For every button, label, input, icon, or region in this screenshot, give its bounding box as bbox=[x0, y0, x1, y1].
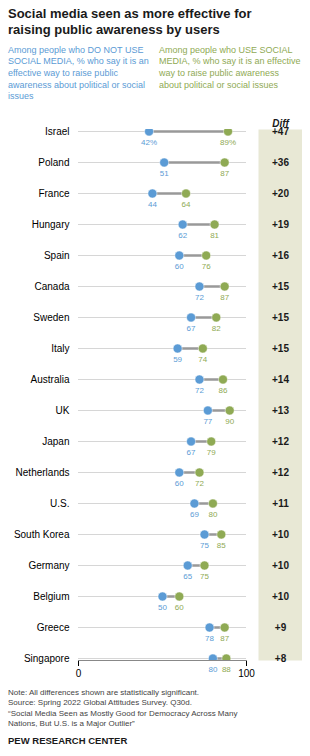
svg-text:74: 74 bbox=[198, 355, 207, 364]
svg-text:Belgium: Belgium bbox=[33, 591, 69, 602]
html-text:Social media seen as more effe: Social media seen as more effective for … bbox=[8, 6, 252, 38]
svg-text:100: 100 bbox=[238, 668, 255, 679]
svg-text:Greece: Greece bbox=[37, 622, 70, 633]
svg-text:50: 50 bbox=[158, 603, 167, 612]
svg-text:+10: +10 bbox=[272, 529, 289, 540]
svg-text:Canada: Canada bbox=[34, 281, 69, 292]
svg-text:+11: +11 bbox=[272, 498, 289, 509]
svg-text:+9: +9 bbox=[275, 622, 287, 633]
svg-text:+12: +12 bbox=[272, 467, 289, 478]
svg-text:44: 44 bbox=[148, 200, 157, 209]
svg-text:51: 51 bbox=[160, 169, 169, 178]
svg-text:60: 60 bbox=[175, 262, 184, 271]
svg-text:79: 79 bbox=[207, 448, 216, 457]
svg-text:65: 65 bbox=[183, 572, 192, 581]
svg-text:72: 72 bbox=[195, 386, 204, 395]
svg-text:+12: +12 bbox=[272, 436, 289, 447]
svg-text:+47: +47 bbox=[272, 126, 289, 137]
svg-text:Diff: Diff bbox=[272, 117, 289, 129]
svg-text:82: 82 bbox=[212, 324, 221, 333]
svg-text:+16: +16 bbox=[272, 250, 289, 261]
svg-text:78: 78 bbox=[205, 634, 214, 643]
svg-text:Sweden: Sweden bbox=[33, 312, 69, 323]
svg-text:UK: UK bbox=[56, 405, 70, 416]
svg-text:+15: +15 bbox=[272, 312, 289, 323]
svg-text:90: 90 bbox=[225, 417, 234, 426]
svg-text:42%: 42% bbox=[141, 138, 157, 147]
svg-text:+14: +14 bbox=[272, 374, 289, 385]
svg-text:+36: +36 bbox=[272, 157, 289, 168]
html-text:Note: All differences shown ar: Note: All differences shown are statisti… bbox=[8, 687, 238, 729]
svg-text:Japan: Japan bbox=[42, 436, 69, 447]
svg-text:Poland: Poland bbox=[38, 157, 69, 168]
svg-text:87: 87 bbox=[220, 293, 229, 302]
svg-text:77: 77 bbox=[203, 417, 212, 426]
svg-text:87: 87 bbox=[220, 634, 229, 643]
html-text:PEW RESEARCH CENTER: PEW RESEARCH CENTER bbox=[8, 734, 128, 746]
svg-text:Israel: Israel bbox=[45, 126, 69, 137]
svg-text:Hungary: Hungary bbox=[32, 219, 70, 230]
svg-text:62: 62 bbox=[178, 231, 187, 240]
svg-text:+20: +20 bbox=[272, 188, 289, 199]
svg-text:France: France bbox=[38, 188, 70, 199]
svg-text:Singapore: Singapore bbox=[24, 653, 70, 664]
svg-text:87: 87 bbox=[220, 169, 229, 178]
svg-text:76: 76 bbox=[202, 262, 211, 271]
svg-text:+15: +15 bbox=[272, 281, 289, 292]
svg-text:Netherlands: Netherlands bbox=[16, 467, 70, 478]
svg-text:+10: +10 bbox=[272, 560, 289, 571]
svg-text:88: 88 bbox=[222, 665, 231, 674]
svg-text:81: 81 bbox=[210, 231, 219, 240]
svg-text:60: 60 bbox=[175, 603, 184, 612]
svg-text:69: 69 bbox=[190, 510, 199, 519]
svg-text:+13: +13 bbox=[272, 405, 289, 416]
svg-text:+15: +15 bbox=[272, 343, 289, 354]
svg-text:67: 67 bbox=[187, 448, 196, 457]
svg-text:U.S.: U.S. bbox=[50, 498, 69, 509]
svg-text:+10: +10 bbox=[272, 591, 289, 602]
svg-text:60: 60 bbox=[175, 479, 184, 488]
svg-text:72: 72 bbox=[195, 293, 204, 302]
svg-text:Germany: Germany bbox=[28, 560, 69, 571]
svg-text:86: 86 bbox=[219, 386, 228, 395]
svg-text:Spain: Spain bbox=[44, 250, 70, 261]
svg-text:85: 85 bbox=[217, 541, 226, 550]
html-text:Among people who USE SOCIAL ME: Among people who USE SOCIAL MEDIA, % who… bbox=[159, 44, 301, 90]
svg-text:72: 72 bbox=[195, 479, 204, 488]
svg-text:75: 75 bbox=[200, 541, 209, 550]
svg-text:59: 59 bbox=[173, 355, 182, 364]
svg-text:80: 80 bbox=[208, 510, 217, 519]
svg-text:South Korea: South Korea bbox=[14, 529, 70, 540]
svg-text:89%: 89% bbox=[220, 138, 236, 147]
svg-text:Italy: Italy bbox=[51, 343, 69, 354]
svg-text:75: 75 bbox=[200, 572, 209, 581]
svg-text:+8: +8 bbox=[275, 653, 287, 664]
html-text:Among people who DO NOT USE SO: Among people who DO NOT USE SOCIAL MEDIA… bbox=[8, 44, 149, 102]
svg-text:64: 64 bbox=[182, 200, 191, 209]
svg-text:Australia: Australia bbox=[31, 374, 70, 385]
svg-text:67: 67 bbox=[187, 324, 196, 333]
svg-text:0: 0 bbox=[76, 668, 82, 679]
svg-text:+19: +19 bbox=[272, 219, 289, 230]
svg-text:80: 80 bbox=[208, 665, 217, 674]
